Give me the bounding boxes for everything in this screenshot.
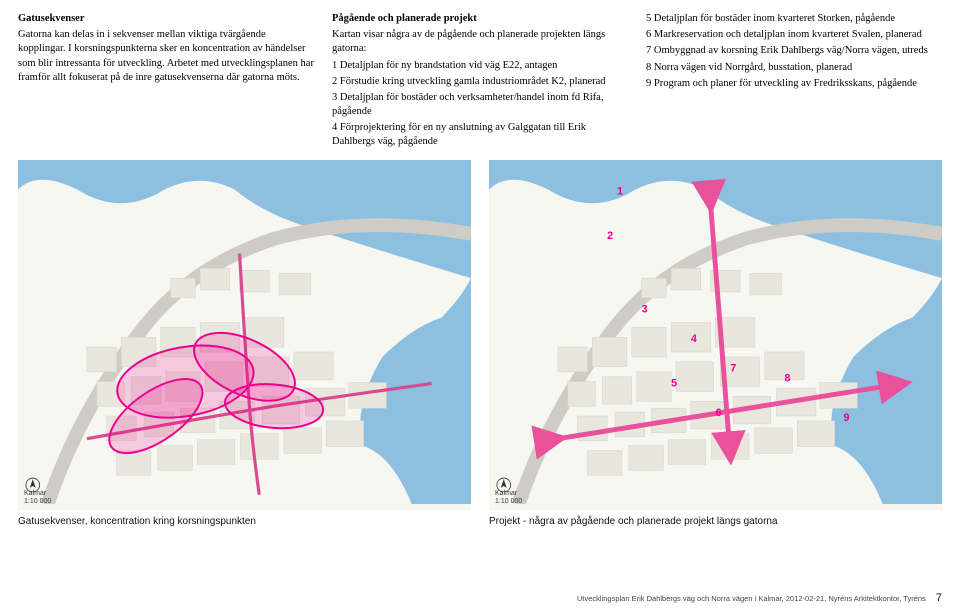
col2-item-0: 1 Detaljplan för ny brandstation vid väg… bbox=[332, 59, 628, 73]
col3-item-4: 9 Program och planer för utveckling av F… bbox=[646, 77, 942, 91]
map-left-scale: Kalmar 1:10 000 bbox=[24, 490, 51, 505]
column-1: Gatusekvenser Gatorna kan delas in i sek… bbox=[18, 12, 314, 152]
maps-row: Kalmar 1:10 000 bbox=[0, 152, 960, 510]
map-left-wrap: Kalmar 1:10 000 bbox=[18, 160, 471, 510]
caption-right: Projekt - några av pågående och planerad… bbox=[489, 516, 942, 527]
footer-text: Utvecklingsplan Erik Dahlbergs väg och N… bbox=[577, 594, 926, 603]
col3-item-0: 5 Detaljplan för bostäder inom kvarteret… bbox=[646, 12, 942, 26]
col2-item-2: 3 Detaljplan för bostäder och verksamhet… bbox=[332, 91, 628, 119]
project-marker-5: 5 bbox=[671, 377, 677, 389]
col2-item-1: 2 Förstudie kring utveckling gamla indus… bbox=[332, 75, 628, 89]
project-marker-1: 1 bbox=[617, 185, 623, 197]
col1-heading: Gatusekvenser bbox=[18, 12, 314, 26]
map-left-scalev: 1:10 000 bbox=[24, 498, 51, 506]
map-right-city: Kalmar bbox=[495, 490, 522, 498]
col3-item-3: 8 Norra vägen vid Norrgård, busstation, … bbox=[646, 61, 942, 75]
project-marker-6: 6 bbox=[715, 407, 721, 419]
column-3: 5 Detaljplan för bostäder inom kvarteret… bbox=[646, 12, 942, 152]
col2-intro: Kartan visar några av de pågående och pl… bbox=[332, 28, 628, 56]
captions-row: Gatusekvenser, koncentration kring korsn… bbox=[0, 510, 960, 527]
page-footer: Utvecklingsplan Erik Dahlbergs väg och N… bbox=[577, 592, 942, 604]
column-2: Pågående och planerade projekt Kartan vi… bbox=[332, 12, 628, 152]
map-left-city: Kalmar bbox=[24, 490, 51, 498]
map-left-svg bbox=[18, 160, 471, 505]
map-right-wrap: 1 2 3 4 5 6 7 8 9 Kalmar 1:10 000 bbox=[489, 160, 942, 510]
col3-item-1: 6 Markreservation och detaljplan inom kv… bbox=[646, 28, 942, 42]
map-left: Kalmar 1:10 000 bbox=[18, 160, 471, 510]
project-marker-9: 9 bbox=[844, 412, 850, 424]
map-right-svg: 1 2 3 4 5 6 7 8 9 bbox=[489, 160, 942, 505]
map-right: 1 2 3 4 5 6 7 8 9 Kalmar 1:10 000 bbox=[489, 160, 942, 510]
col1-body: Gatorna kan delas in i sekvenser mellan … bbox=[18, 28, 314, 85]
project-marker-8: 8 bbox=[784, 372, 790, 384]
map-right-scalev: 1:10 000 bbox=[495, 498, 522, 506]
map-right-scale: Kalmar 1:10 000 bbox=[495, 490, 522, 505]
project-marker-2: 2 bbox=[607, 229, 613, 241]
project-marker-3: 3 bbox=[642, 303, 648, 315]
project-marker-7: 7 bbox=[730, 362, 736, 374]
col3-item-2: 7 Ombyggnad av korsning Erik Dahlbergs v… bbox=[646, 44, 942, 58]
col2-heading: Pågående och planerade projekt bbox=[332, 12, 628, 26]
page-number: 7 bbox=[936, 592, 942, 604]
col2-item-3: 4 Förprojektering för en ny anslutning a… bbox=[332, 121, 628, 149]
text-columns: Gatusekvenser Gatorna kan delas in i sek… bbox=[0, 0, 960, 152]
caption-left: Gatusekvenser, koncentration kring korsn… bbox=[18, 516, 471, 527]
project-marker-4: 4 bbox=[691, 333, 697, 345]
